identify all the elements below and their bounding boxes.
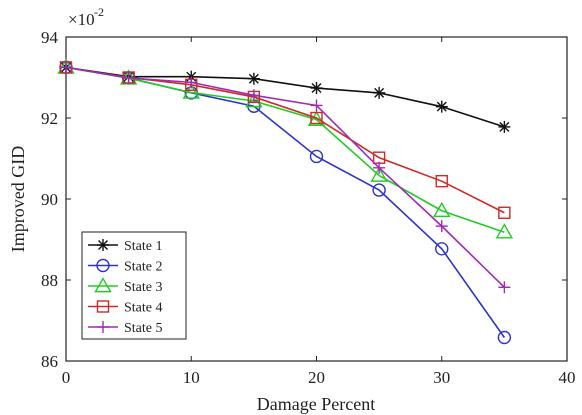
data-point <box>373 161 386 174</box>
x-tick-label: 40 <box>559 368 576 387</box>
axis-tick-labels: 0 10 20 30 40 86 88 90 92 94 <box>41 28 576 387</box>
data-point <box>185 76 198 89</box>
x-tick-label: 10 <box>183 368 200 387</box>
square-marker <box>96 300 110 313</box>
y-tick-label: 86 <box>41 352 58 371</box>
data-point <box>307 110 326 126</box>
y-axis-title: Improved GID <box>8 146 28 252</box>
series-layer <box>57 58 514 345</box>
legend-item: State 1 <box>88 239 163 254</box>
asterisk-marker <box>97 239 109 251</box>
data-point <box>310 82 323 95</box>
data-point <box>498 120 511 133</box>
x-tick-label: 30 <box>433 368 450 387</box>
legend-item: State 2 <box>88 258 163 275</box>
data-point <box>498 281 511 294</box>
triangle-marker <box>94 277 112 293</box>
data-point <box>60 61 72 74</box>
x-axis-title: Damage Percent <box>257 394 375 414</box>
data-point <box>247 72 260 85</box>
data-point <box>245 92 263 108</box>
y-tick-label: 88 <box>41 271 58 290</box>
data-point <box>497 330 512 345</box>
series-line <box>65 66 505 288</box>
axis-multiplier: ×10 -2 <box>68 5 104 29</box>
series-5 <box>60 61 511 294</box>
legend-label: State 4 <box>124 301 163 316</box>
y-tick-label: 90 <box>41 190 58 209</box>
x-tick-label: 20 <box>308 368 325 387</box>
data-point <box>373 86 386 99</box>
data-point <box>498 206 511 219</box>
data-point <box>435 174 448 188</box>
series-line <box>65 66 505 233</box>
data-point <box>370 166 388 182</box>
legend: State 1 State 2 State 3 State 4 State 5 <box>81 231 187 340</box>
legend-label: State 1 <box>124 239 163 254</box>
data-point <box>372 183 386 197</box>
y-tick-label: 92 <box>41 109 58 128</box>
data-point <box>310 111 323 125</box>
data-point <box>495 223 514 239</box>
y-tick-label: 94 <box>41 28 59 47</box>
data-point <box>435 242 449 256</box>
data-point <box>247 89 260 102</box>
data-point <box>433 201 451 218</box>
legend-label: State 2 <box>124 260 163 275</box>
series-line <box>65 66 505 128</box>
data-point <box>310 99 323 112</box>
x-tick-label: 0 <box>62 368 71 387</box>
data-point <box>122 71 135 84</box>
series-3 <box>57 58 514 239</box>
legend-label: State 3 <box>124 280 163 295</box>
multiplier-exponent: -2 <box>94 5 104 19</box>
plus-marker <box>97 321 109 333</box>
legend-item: State 3 <box>88 277 163 295</box>
axis-ticks <box>65 36 568 362</box>
data-point <box>182 83 200 99</box>
legend-label: State 5 <box>124 321 163 336</box>
legend-item: State 5 <box>88 321 163 336</box>
circle-marker <box>96 258 110 273</box>
data-point <box>435 100 448 113</box>
legend-item: State 4 <box>88 300 163 316</box>
data-point <box>435 220 448 233</box>
multiplier-base: ×10 <box>68 10 95 29</box>
data-point <box>309 149 324 164</box>
